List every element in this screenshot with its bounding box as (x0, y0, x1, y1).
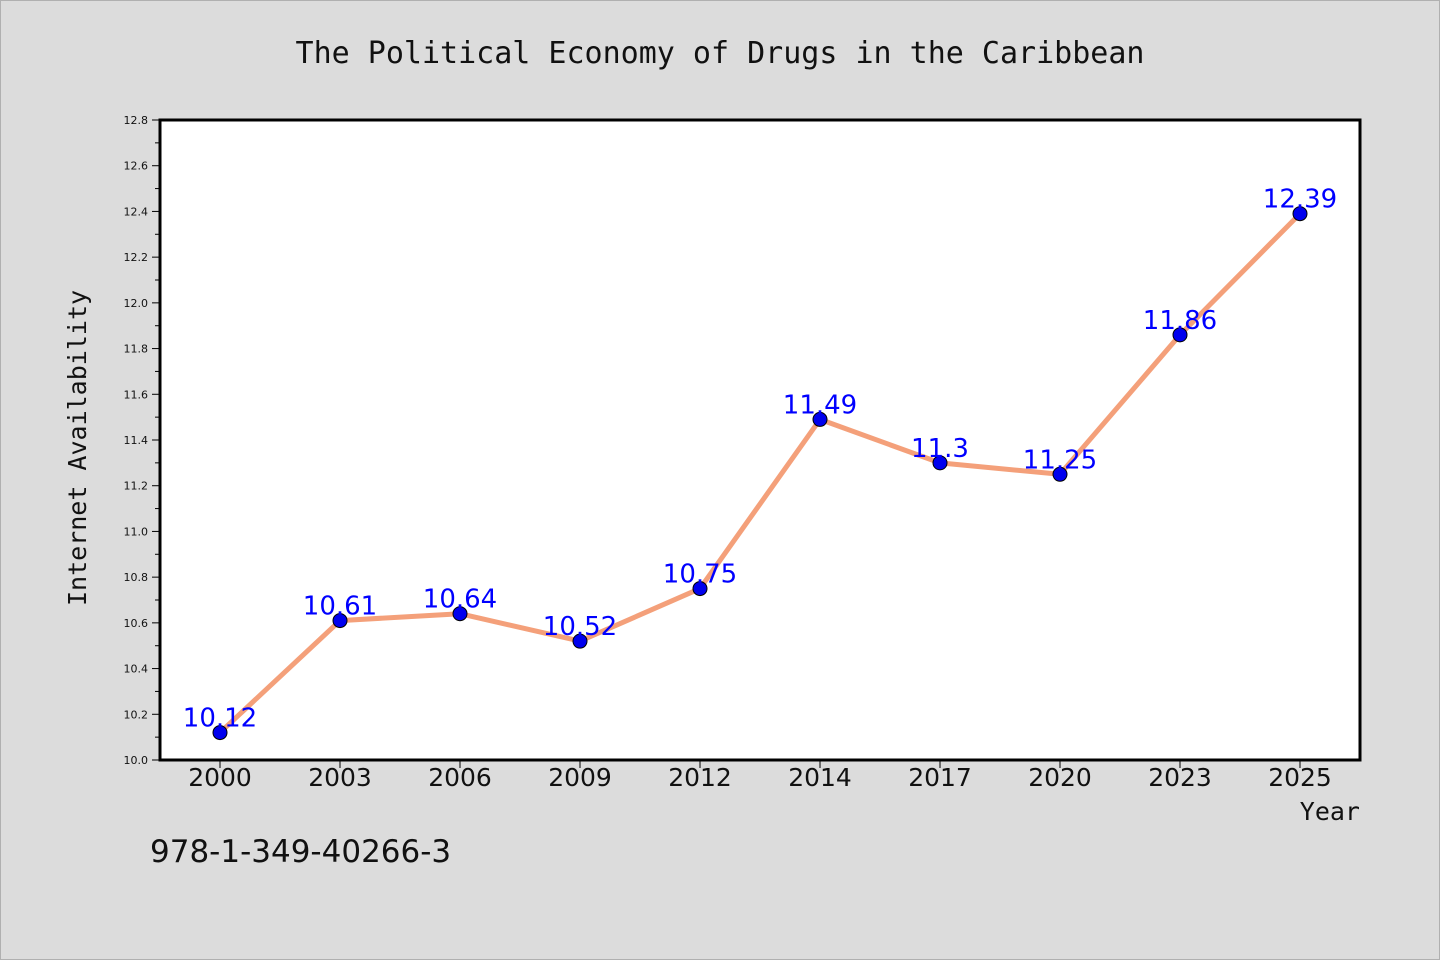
data-label: 11.86 (1143, 306, 1217, 336)
y-tick-label: 10.0 (124, 754, 149, 767)
plot-area (158, 118, 1362, 762)
data-point (1292, 206, 1308, 222)
x-tick-label: 2009 (548, 763, 612, 792)
data-label: 11.49 (783, 390, 857, 420)
data-point (452, 606, 468, 622)
data-label: 10.64 (423, 585, 497, 615)
y-tick-label: 10.6 (124, 617, 149, 630)
data-point (332, 613, 348, 629)
x-tick-label: 2006 (428, 763, 492, 792)
x-tick-label: 2017 (908, 763, 972, 792)
data-label: 10.61 (303, 592, 377, 622)
y-tick-label: 12.4 (124, 205, 149, 218)
x-tick-label: 2003 (308, 763, 372, 792)
y-tick-label: 11.4 (124, 434, 149, 447)
x-tick-label: 2014 (788, 763, 852, 792)
isbn-footer: 978-1-349-40266-3 (150, 834, 452, 870)
y-tick-label: 12.8 (124, 114, 149, 127)
data-point (572, 633, 588, 649)
y-tick-label: 10.2 (124, 708, 149, 721)
data-label: 10.52 (543, 612, 617, 642)
y-axis-label: Internet Availability (63, 290, 92, 606)
y-tick-label: 12.2 (124, 251, 149, 264)
data-label: 11.3 (911, 434, 969, 464)
data-point (812, 411, 828, 427)
data-label: 10.75 (663, 560, 737, 590)
data-point (692, 581, 708, 597)
x-tick-label: 2023 (1148, 763, 1212, 792)
data-point (212, 725, 228, 741)
data-label: 10.12 (183, 704, 257, 734)
data-point (1052, 466, 1068, 482)
data-label: 12.39 (1263, 185, 1337, 215)
x-tick-label: 2020 (1028, 763, 1092, 792)
data-labels: 10.12 10.61 10.64 10.52 10.75 11.49 11.3 11.25 1… (183, 185, 1337, 734)
chart-title: The Political Economy of Drugs in the Ca… (296, 36, 1145, 71)
series-markers (212, 206, 1308, 741)
data-point (1172, 327, 1188, 343)
x-axis-label: Year (1300, 797, 1360, 826)
series-line (218, 211, 1302, 735)
y-tick-label: 10.8 (124, 571, 149, 584)
x-tick-label: 2012 (668, 763, 732, 792)
y-tick-label: 11.6 (124, 388, 149, 401)
y-tick-label: 11.2 (124, 480, 149, 493)
y-tick-label: 12.0 (124, 297, 149, 310)
data-point (932, 455, 948, 471)
y-axis: 10.0 10.2 10.4 10.6 10.8 11.0 11.2 11.4 11.6 11.8… (124, 114, 160, 767)
y-tick-label: 11.8 (124, 343, 149, 356)
data-label: 11.25 (1023, 445, 1097, 475)
x-axis: 2000 2003 2006 2009 2012 2014 2017 2020 2023 2025 (188, 760, 1332, 792)
y-tick-label: 12.6 (124, 160, 149, 173)
y-tick-label: 10.4 (124, 663, 149, 676)
y-tick-label: 11.0 (124, 525, 149, 538)
x-tick-label: 2025 (1268, 763, 1332, 792)
x-tick-label: 2000 (188, 763, 252, 792)
